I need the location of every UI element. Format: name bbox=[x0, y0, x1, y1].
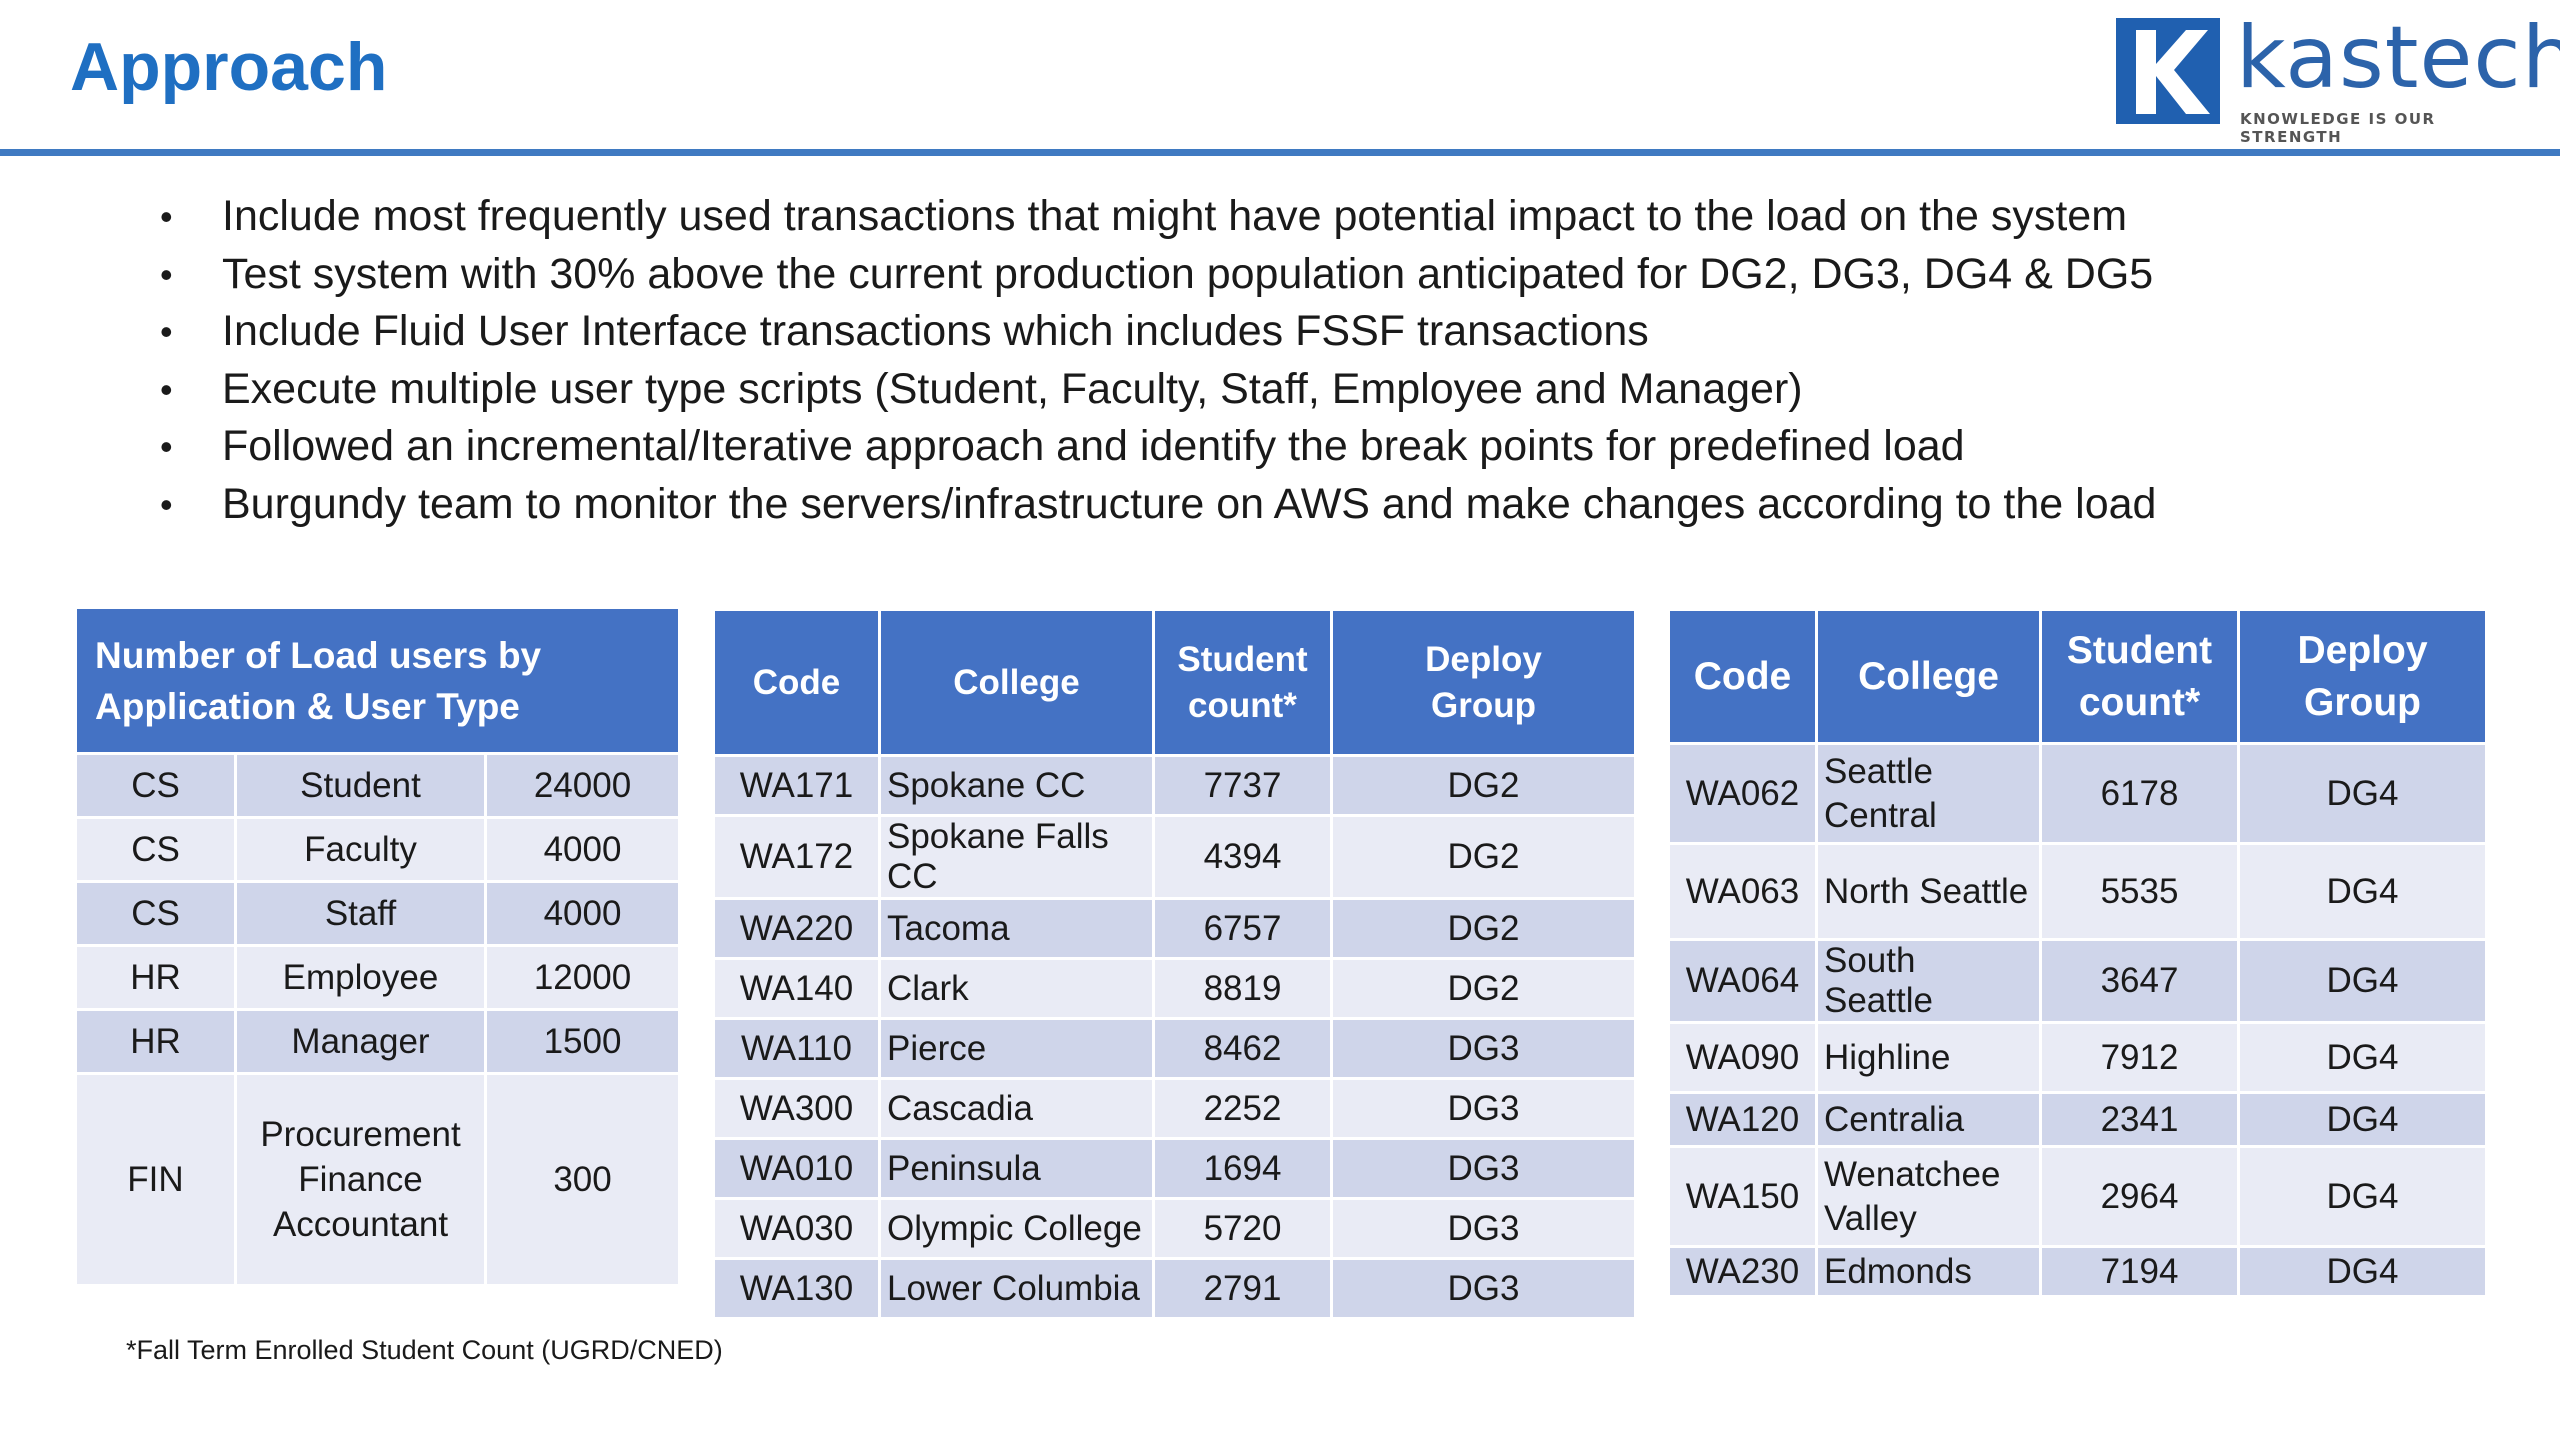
bullet-item: • Include Fluid User Interface transactio… bbox=[160, 303, 2156, 361]
bullet-dot-icon: • bbox=[160, 253, 173, 295]
table-row: CS Student 24000 bbox=[74, 752, 682, 819]
logo-k-mark-icon bbox=[2116, 18, 2220, 124]
table-row: WA062 Seattle Central 6178 DG4 bbox=[1667, 742, 2488, 845]
college-table-dg2-dg3: Code College Student count* Deploy Group… bbox=[712, 608, 1637, 1320]
app-cell: CS bbox=[74, 816, 237, 883]
table-row: WA230 Edmonds 7194 DG4 bbox=[1667, 1245, 2488, 1298]
user-type-cell: Staff bbox=[234, 880, 487, 947]
code-header: Code bbox=[1667, 608, 1818, 745]
user-type-cell: Employee bbox=[234, 944, 487, 1011]
table-row: WA140 Clark 8819 DG2 bbox=[712, 957, 1637, 1020]
table-row: FIN Procurement Finance Accountant 300 bbox=[74, 1072, 682, 1287]
user-type-cell: Manager bbox=[234, 1008, 487, 1075]
college-header: College bbox=[1815, 608, 2042, 745]
user-type-cell: Student bbox=[234, 752, 487, 819]
table-row: HR Employee 12000 bbox=[74, 944, 682, 1011]
app-cell: HR bbox=[74, 944, 237, 1011]
bullet-item: • Test system with 30% above the current … bbox=[160, 246, 2156, 304]
deploy-group-header: Deploy Group bbox=[1330, 608, 1637, 757]
footnote: *Fall Term Enrolled Student Count (UGRD/… bbox=[126, 1335, 723, 1365]
header-divider bbox=[0, 149, 2560, 156]
user-count-cell: 4000 bbox=[483, 880, 682, 947]
table-row: WA090 Highline 7912 DG4 bbox=[1667, 1021, 2488, 1094]
table-row: WA063 North Seattle 5535 DG4 bbox=[1667, 842, 2488, 941]
table-header-row: Code College Student count* Deploy Group bbox=[1667, 608, 2488, 745]
bullet-item: • Include most frequently used transactio… bbox=[160, 188, 2156, 246]
bullet-item: • Execute multiple user type scripts (Stu… bbox=[160, 361, 2156, 419]
table-row: WA110 Pierce 8462 DG3 bbox=[712, 1017, 1637, 1080]
student-count-header: Student count* bbox=[2039, 608, 2240, 745]
table-row: CS Staff 4000 bbox=[74, 880, 682, 947]
app-cell: CS bbox=[74, 752, 237, 819]
user-count-cell: 300 bbox=[483, 1072, 682, 1287]
deploy-group-header: Deploy Group bbox=[2237, 608, 2488, 745]
app-cell: FIN bbox=[74, 1072, 237, 1287]
table-row: WA030 Olympic College 5720 DG3 bbox=[712, 1197, 1637, 1260]
table-row: WA220 Tacoma 6757 DG2 bbox=[712, 897, 1637, 960]
bullet-dot-icon: • bbox=[160, 368, 173, 410]
logo-wordmark: kastech bbox=[2236, 8, 2560, 108]
load-users-table: Number of Load users by Application & Us… bbox=[73, 606, 682, 1287]
approach-bullet-list: • Include most frequently used transactio… bbox=[160, 188, 2156, 534]
table-row: WA150 Wenatchee Valley 2964 DG4 bbox=[1667, 1145, 2488, 1248]
bullet-dot-icon: • bbox=[160, 483, 173, 525]
user-count-cell: 24000 bbox=[483, 752, 682, 819]
bullet-item: • Burgundy team to monitor the servers/in… bbox=[160, 476, 2156, 534]
table-row: WA130 Lower Columbia 2791 DG3 bbox=[712, 1257, 1637, 1320]
bullet-dot-icon: • bbox=[160, 426, 173, 468]
college-header: College bbox=[878, 608, 1155, 757]
logo-tagline: KNOWLEDGE IS OUR STRENGTH bbox=[2240, 110, 2436, 146]
student-count-header: Student count* bbox=[1152, 608, 1333, 757]
user-count-cell: 12000 bbox=[483, 944, 682, 1011]
table-row: WA171 Spokane CC 7737 DG2 bbox=[712, 754, 1637, 817]
kastech-logo: kastech KNOWLEDGE IS OUR STRENGTH bbox=[2116, 8, 2560, 146]
app-cell: HR bbox=[74, 1008, 237, 1075]
bullet-dot-icon: • bbox=[160, 311, 173, 353]
table-row: WA010 Peninsula 1694 DG3 bbox=[712, 1137, 1637, 1200]
user-type-cell: Procurement Finance Accountant bbox=[234, 1072, 487, 1287]
app-cell: CS bbox=[74, 880, 237, 947]
user-count-cell: 1500 bbox=[483, 1008, 682, 1075]
table-row: WA172 Spokane Falls CC 4394 DG2 bbox=[712, 814, 1637, 900]
user-type-cell: Faculty bbox=[234, 816, 487, 883]
table-row: CS Faculty 4000 bbox=[74, 816, 682, 883]
table-row: WA064 South Seattle 3647 DG4 bbox=[1667, 938, 2488, 1024]
table-row: HR Manager 1500 bbox=[74, 1008, 682, 1075]
slide-title: Approach bbox=[70, 29, 388, 105]
table-row: WA300 Cascadia 2252 DG3 bbox=[712, 1077, 1637, 1140]
bullet-item: • Followed an incremental/Iterative appro… bbox=[160, 418, 2156, 476]
table-header-row: Code College Student count* Deploy Group bbox=[712, 608, 1637, 757]
college-table-dg4: Code College Student count* Deploy Group… bbox=[1667, 608, 2488, 1298]
code-header: Code bbox=[712, 608, 881, 757]
bullet-dot-icon: • bbox=[160, 196, 173, 237]
table-row: WA120 Centralia 2341 DG4 bbox=[1667, 1091, 2488, 1148]
load-users-table-header: Number of Load users by Application & Us… bbox=[73, 606, 682, 755]
user-count-cell: 4000 bbox=[483, 816, 682, 883]
